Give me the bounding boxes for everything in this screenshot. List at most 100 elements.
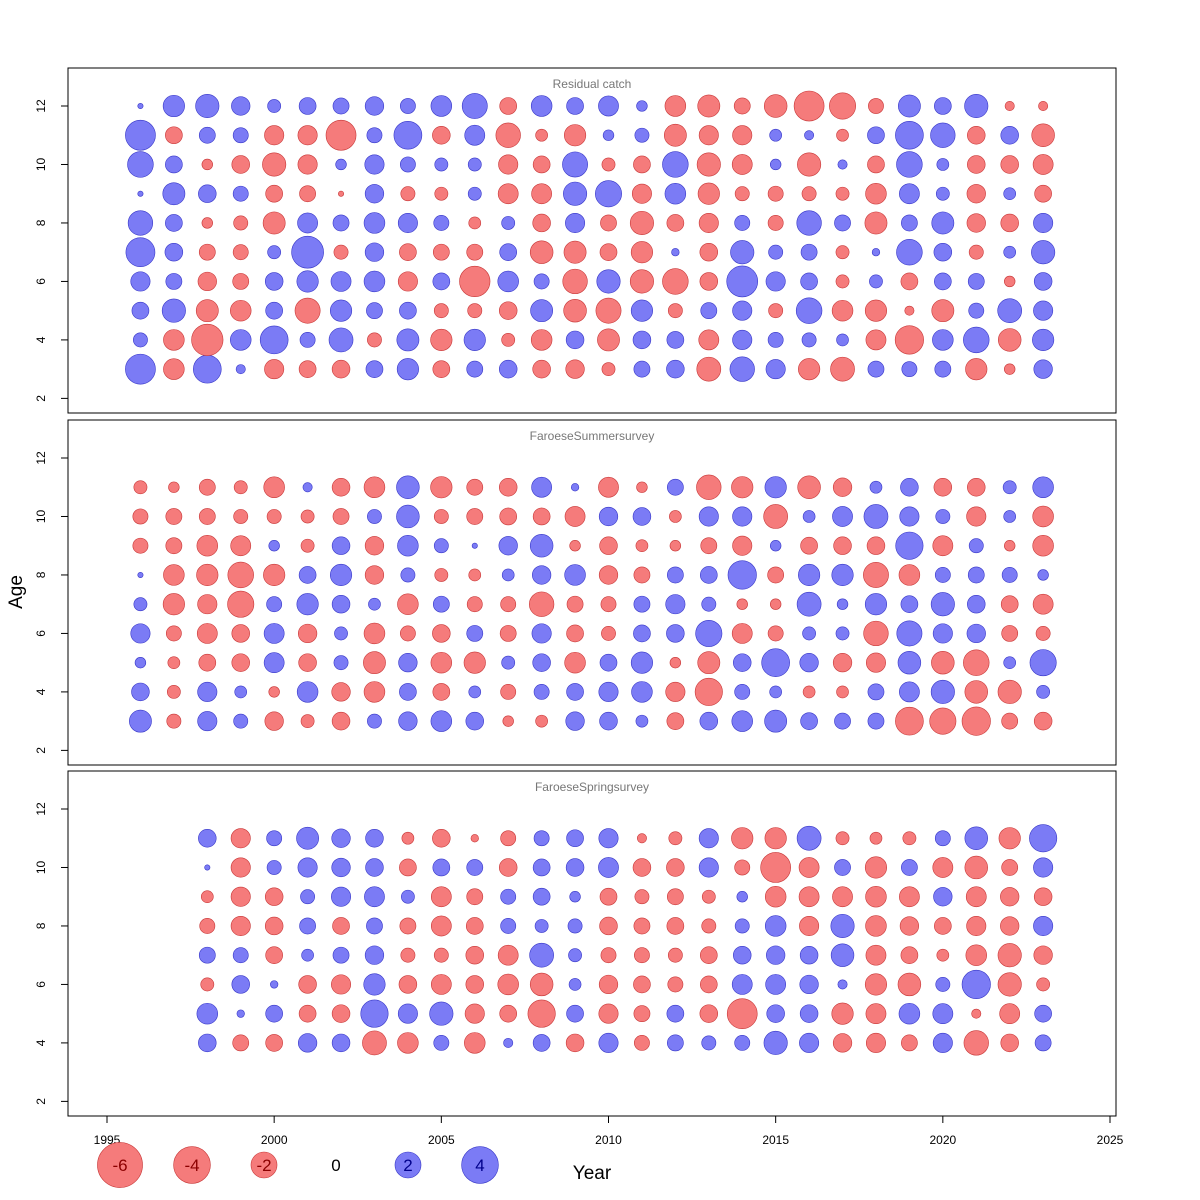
bubble xyxy=(197,594,218,615)
y-tick-label: 10 xyxy=(34,509,48,523)
legend-bubble xyxy=(173,1146,211,1184)
bubble xyxy=(633,155,651,174)
bubble xyxy=(966,184,986,204)
bubble xyxy=(464,1003,485,1024)
bubble xyxy=(598,506,619,527)
bubble xyxy=(1033,272,1053,291)
bubble xyxy=(598,476,619,498)
bubble xyxy=(266,860,282,875)
panel-title: FaroeseSummersurvey xyxy=(530,429,655,443)
bubble xyxy=(932,1003,954,1025)
bubble xyxy=(934,567,951,583)
legend-label: -2 xyxy=(256,1156,271,1175)
bubble xyxy=(699,242,719,262)
bubble xyxy=(793,90,825,122)
bubble xyxy=(701,1035,717,1051)
bubble xyxy=(736,891,748,903)
bubble xyxy=(565,330,585,350)
bubble xyxy=(463,328,486,351)
bubble xyxy=(363,651,386,675)
bubble xyxy=(766,1004,785,1023)
bubble xyxy=(599,711,618,731)
bubble xyxy=(165,155,183,174)
bubble xyxy=(165,214,183,232)
bubble xyxy=(163,329,185,351)
bubble xyxy=(265,184,283,203)
bubble xyxy=(899,506,920,527)
bubble xyxy=(835,831,850,846)
y-tick-label: 10 xyxy=(34,157,48,171)
bubble xyxy=(566,624,584,643)
bubble xyxy=(864,856,888,879)
bubble xyxy=(562,151,588,178)
y-tick-label: 2 xyxy=(34,395,48,402)
bubble xyxy=(366,917,383,935)
bubble xyxy=(433,303,449,319)
bubble xyxy=(231,624,250,643)
bubble xyxy=(633,595,651,613)
bubble xyxy=(934,360,952,378)
bubble xyxy=(1029,824,1058,853)
y-tick-label: 6 xyxy=(34,630,48,637)
bubble xyxy=(364,184,385,204)
bubble xyxy=(430,915,452,937)
bubble xyxy=(701,596,717,612)
bubble xyxy=(430,710,453,732)
bubble xyxy=(231,96,251,116)
bubble xyxy=(1000,155,1019,174)
bubble xyxy=(362,1030,387,1056)
bubble xyxy=(1000,1033,1019,1053)
bubble xyxy=(1036,685,1051,699)
bubble xyxy=(195,299,219,323)
bubble xyxy=(596,269,621,294)
bubble xyxy=(461,93,488,119)
bubble xyxy=(300,889,316,905)
bubble xyxy=(932,535,954,557)
bubble xyxy=(730,240,755,265)
y-tick-label: 4 xyxy=(34,1039,48,1046)
bubble xyxy=(897,972,922,997)
bubble xyxy=(467,186,482,201)
bubble xyxy=(699,272,719,291)
y-tick-label: 2 xyxy=(34,747,48,754)
bubble xyxy=(430,651,453,674)
bubble xyxy=(865,1032,886,1053)
bubble xyxy=(734,215,751,231)
bubble xyxy=(865,915,887,937)
bubble xyxy=(564,564,586,586)
bubble xyxy=(971,1008,982,1019)
bubble xyxy=(767,625,784,642)
bubble xyxy=(769,685,782,699)
bubble xyxy=(930,592,955,617)
bubble xyxy=(867,683,885,701)
bubble xyxy=(832,1033,853,1053)
bubble xyxy=(964,680,988,704)
bubble xyxy=(432,829,451,848)
bubble xyxy=(529,534,554,558)
panel-frame xyxy=(67,770,1117,1117)
bubble xyxy=(168,481,180,493)
bubble xyxy=(764,709,788,733)
bubble xyxy=(1032,476,1054,498)
bubble xyxy=(1000,595,1019,613)
bubble xyxy=(801,332,817,348)
bubble xyxy=(731,623,753,644)
bubble xyxy=(696,356,722,382)
bubble xyxy=(1035,626,1051,641)
bubble xyxy=(331,536,351,555)
bubble xyxy=(466,596,483,613)
bubble xyxy=(731,154,753,175)
bubble xyxy=(500,888,517,905)
bubble xyxy=(265,1004,283,1023)
bubble xyxy=(566,829,584,848)
bubble xyxy=(867,155,885,174)
bubble xyxy=(895,531,924,560)
bubble xyxy=(364,565,385,585)
bubble xyxy=(699,946,718,964)
bubble xyxy=(399,98,416,114)
bubble xyxy=(799,945,819,965)
bubble xyxy=(731,710,753,732)
bubble xyxy=(698,212,719,233)
bubble xyxy=(666,917,685,935)
bubble xyxy=(671,248,680,257)
